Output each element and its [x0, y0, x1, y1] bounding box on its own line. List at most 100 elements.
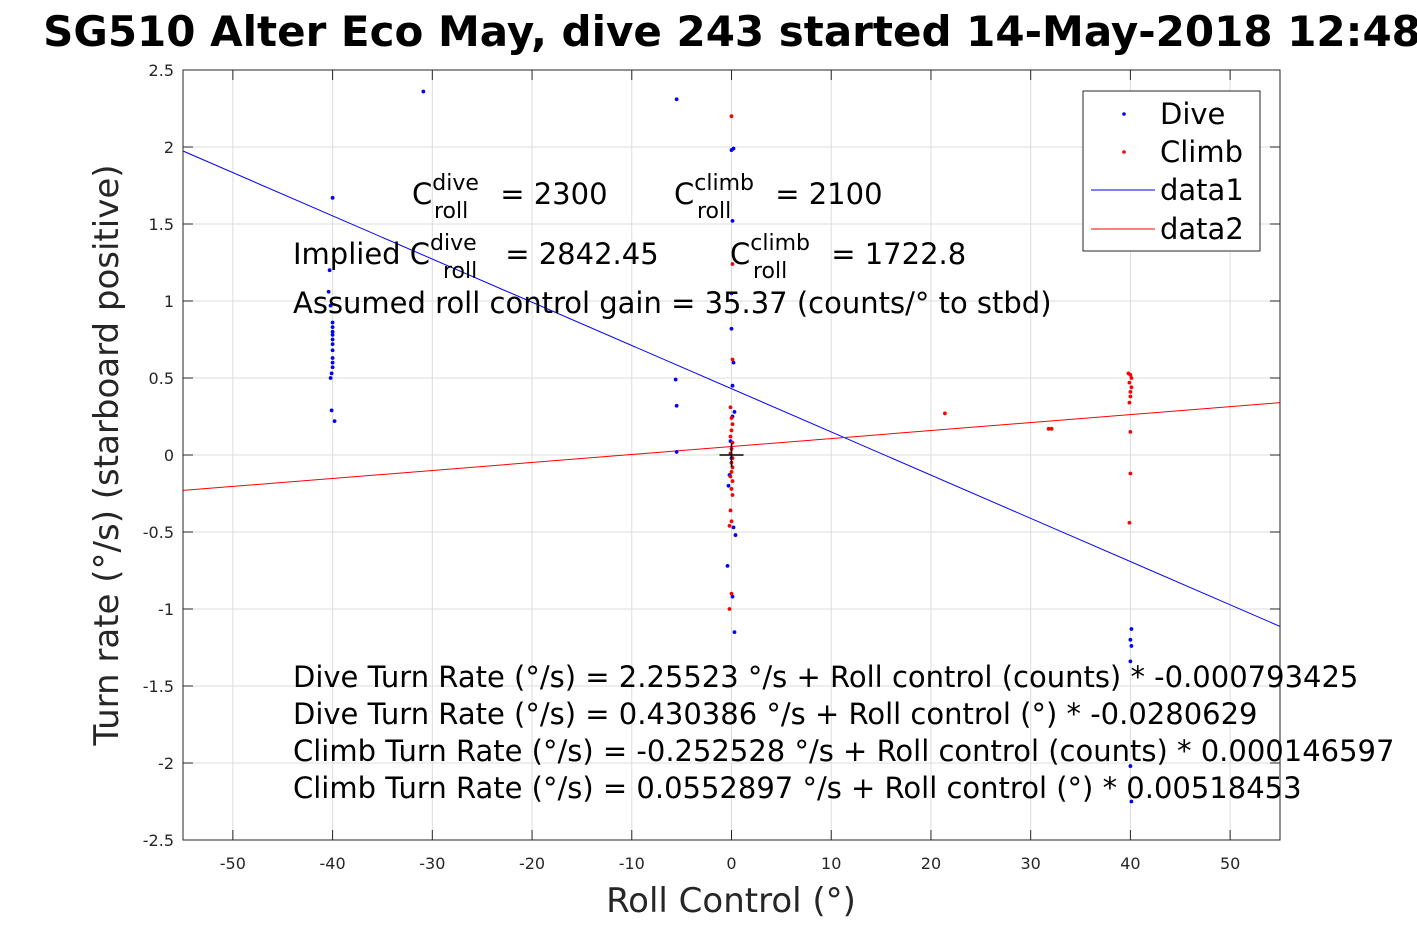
point-dive — [329, 408, 334, 413]
legend: Dive Climb data1 data2 — [1082, 90, 1261, 252]
x-tick-label: 20 — [921, 854, 941, 873]
origin-marker — [719, 443, 744, 467]
annotation-implied-dive: Implied Cdive roll = 2842.45 — [293, 231, 659, 284]
point-dive — [729, 326, 734, 331]
point-climb — [1128, 389, 1133, 394]
annotation-c-dive: Cdive roll = 2300 — [412, 171, 608, 224]
point-dive — [326, 289, 331, 294]
point-dive — [330, 365, 335, 370]
point-dive — [729, 291, 734, 296]
point-dive — [731, 525, 736, 530]
x-tick-label: -40 — [320, 854, 346, 873]
point-dive — [330, 348, 335, 353]
point-climb — [728, 434, 733, 439]
point-climb — [1127, 380, 1132, 385]
x-tick-label: -20 — [519, 854, 545, 873]
annotation-gain: Assumed roll control gain = 35.37 (count… — [293, 286, 1052, 320]
y-tick-label: 2.5 — [149, 61, 174, 80]
y-tick-label: -0.5 — [143, 523, 174, 542]
point-climb — [943, 411, 947, 416]
legend-label-dive: Dive — [1160, 97, 1225, 131]
annotation-eq-dive-degrees: Dive Turn Rate (°/s) = 0.430386 °/s + Ro… — [293, 697, 1258, 731]
point-dive — [330, 356, 335, 360]
legend-label-data2: data2 — [1160, 212, 1244, 246]
x-tick-label: 40 — [1120, 854, 1140, 873]
annotation-implied-climb: Cclimb roll = 1722.8 — [730, 231, 966, 284]
point-dive — [731, 146, 736, 151]
point-dive — [329, 371, 334, 376]
point-climb — [730, 357, 735, 362]
legend-box — [1082, 90, 1261, 252]
point-climb — [729, 416, 734, 420]
point-dive — [330, 337, 335, 342]
x-axis-label: Roll Control (°) — [606, 881, 856, 921]
point-dive — [1129, 799, 1134, 804]
point-dive — [330, 332, 335, 337]
y-tick-label: 1 — [164, 292, 174, 311]
point-climb — [729, 486, 734, 491]
point-climb — [730, 479, 735, 484]
point-dive — [732, 409, 737, 414]
axis-ticks: -50 -40 -30 -20 -10 0 10 20 30 40 50-2.5-2-1.5-1-0… — [143, 61, 1280, 873]
point-dive — [674, 403, 679, 408]
point-dive — [674, 450, 679, 454]
y-axis-label: Turn rate (°/s) (starboard positive) — [87, 164, 127, 746]
x-tick-label: 50 — [1220, 854, 1240, 873]
point-climb — [1128, 471, 1133, 476]
point-dive — [330, 329, 335, 334]
point-climb — [1129, 376, 1134, 380]
point-dive — [328, 376, 333, 380]
point-dive — [328, 303, 333, 308]
point-dive — [673, 377, 678, 382]
point-climb — [728, 508, 733, 513]
legend-label-climb: Climb — [1160, 135, 1243, 169]
legend-marker-dive — [1122, 112, 1126, 116]
point-climb — [1128, 394, 1133, 399]
point-climb — [728, 474, 733, 479]
point-dive — [330, 360, 335, 365]
point-dive — [327, 268, 332, 273]
fit-line-data1 — [182, 150, 1281, 627]
point-dive — [1128, 637, 1133, 642]
x-tick-label: 30 — [1021, 854, 1041, 873]
x-tick-label: -10 — [619, 854, 645, 873]
annotation-eq-climb-degrees: Climb Turn Rate (°/s) = 0.0552897 °/s + … — [293, 771, 1302, 805]
data-points — [326, 89, 1134, 804]
y-tick-label: -1.5 — [143, 677, 174, 696]
point-dive — [332, 419, 337, 424]
point-dive — [330, 195, 335, 200]
point-climb — [730, 493, 735, 497]
point-dive — [421, 89, 426, 94]
x-tick-label: 10 — [821, 854, 841, 873]
point-climb — [730, 422, 735, 427]
y-tick-label: 2 — [164, 138, 174, 157]
point-climb — [1128, 373, 1133, 377]
point-climb — [729, 519, 734, 524]
point-climb — [1128, 430, 1133, 434]
legend-marker-climb — [1122, 150, 1126, 154]
point-dive — [330, 320, 335, 325]
point-climb — [1127, 400, 1132, 405]
annotation-eq-dive-counts: Dive Turn Rate (°/s) = 2.25523 °/s + Rol… — [293, 660, 1358, 694]
point-dive — [1129, 627, 1134, 631]
annotation-c-climb: Cclimb roll = 2100 — [674, 171, 883, 224]
point-dive — [674, 97, 679, 102]
point-climb — [1129, 385, 1134, 390]
point-climb — [727, 523, 732, 528]
point-climb — [1049, 426, 1054, 431]
point-dive — [732, 630, 737, 634]
x-tick-label: -50 — [220, 854, 246, 873]
point-climb — [727, 607, 732, 611]
point-dive — [730, 594, 735, 599]
point-dive — [731, 360, 736, 365]
point-dive — [733, 533, 738, 537]
point-dive — [330, 342, 335, 347]
point-climb — [729, 428, 734, 433]
y-tick-label: -2 — [158, 754, 174, 773]
point-dive — [725, 563, 730, 568]
point-dive — [1128, 659, 1133, 664]
point-dive — [1128, 764, 1133, 768]
annotation-eq-climb-counts: Climb Turn Rate (°/s) = -0.252528 °/s + … — [293, 734, 1394, 768]
y-tick-label: 0 — [164, 446, 174, 465]
